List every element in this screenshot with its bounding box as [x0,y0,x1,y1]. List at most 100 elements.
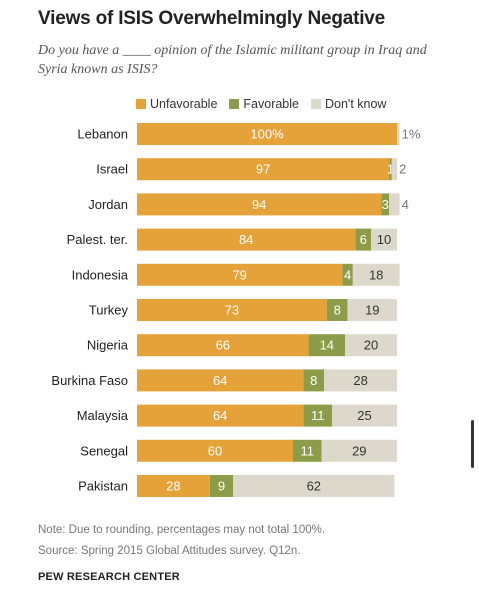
bar-row-nigeria: Nigeria 66 14 20 [87,334,397,357]
value-label-senegal-unfavorable: 60 [208,443,222,458]
footnote-source: Source: Spring 2015 Global Attitudes sur… [38,545,301,557]
chart-subtitle: Do you have a ____ opinion of the Islami… [38,43,427,77]
bar-malaysia-dont-know [332,404,397,427]
bar-lebanon-dont-know [397,123,400,145]
bar-pakistan-favorable [209,475,234,497]
category-label-palest-ter: Palest. ter. [67,232,128,247]
bar-palest-ter-favorable [355,228,371,251]
bar-nigeria-unfavorable [137,334,309,357]
bar-row-israel: Israel 97 1 2 [96,158,406,181]
value-label-malaysia-unfavorable: 64 [213,408,227,423]
bar-israel-unfavorable [137,158,390,181]
bar-israel-favorable [389,158,392,181]
value-label-indonesia-favorable: 4 [344,267,351,282]
bar-row-indonesia: Indonesia 79 4 18 [72,263,400,286]
bar-senegal-dont-know [321,439,397,462]
bar-burkina-faso-dont-know [324,369,397,392]
value-label-pakistan-unfavorable: 28 [166,479,180,494]
value-label-indonesia-dont-know: 18 [369,267,383,282]
bar-row-palest-ter: Palest. ter. 84 6 10 [67,228,397,251]
value-label-palest-ter-favorable: 6 [360,232,367,247]
value-label-jordan-unfavorable: 94 [252,197,266,212]
bar-jordan-unfavorable [137,193,382,216]
chart-title: Views of ISIS Overwhelmingly Negative [38,8,386,29]
bar-malaysia-unfavorable [137,404,304,427]
bar-jordan-dont-know [389,193,400,216]
value-label-nigeria-dont-know: 20 [364,338,378,353]
value-label-israel-unfavorable: 97 [256,162,270,177]
legend-label-dont-know: Don't know [325,97,387,111]
category-label-nigeria: Nigeria [87,338,129,353]
bar-row-turkey: Turkey 73 8 19 [89,299,397,321]
bar-row-malaysia: Malaysia 64 11 25 [77,404,397,427]
value-label-senegal-favorable: 11 [301,443,315,458]
bar-nigeria-dont-know [345,334,397,357]
value-label-lebanon-dont-know: 1% [402,127,421,142]
legend-swatch-dont-know [311,99,321,109]
legend-label-favorable: Favorable [243,97,299,111]
bar-burkina-faso-unfavorable [137,369,304,392]
category-label-jordan: Jordan [88,197,128,212]
category-label-malaysia: Malaysia [77,408,129,423]
value-label-jordan-dont-know: 4 [402,197,409,212]
footnote-rounding: Note: Due to rounding, percentages may n… [38,524,326,536]
value-label-pakistan-favorable: 9 [218,479,225,494]
bar-row-jordan: Jordan 94 3 4 [88,193,409,216]
legend-swatch-favorable [229,99,240,109]
legend-item-dont-know: Don't know [311,97,386,111]
legend-item-favorable: Favorable [229,97,299,111]
bar-nigeria-favorable [308,334,345,357]
bar-turkey-unfavorable [137,299,327,321]
bar-malaysia-favorable [303,404,332,427]
legend-label-unfavorable: Unfavorable [150,97,218,111]
bar-indonesia-favorable [342,263,353,286]
bar-pakistan-unfavorable [137,475,210,497]
bar-senegal-favorable [293,439,322,462]
bar-turkey-favorable [326,299,348,321]
value-label-palest-ter-dont-know: 10 [377,232,391,247]
value-label-burkina-faso-dont-know: 28 [353,373,367,388]
category-label-indonesia: Indonesia [72,267,129,282]
value-label-burkina-faso-unfavorable: 64 [213,373,227,388]
value-label-jordan-favorable: 3 [382,197,389,212]
bar-burkina-faso-favorable [303,369,325,392]
value-label-malaysia-favorable: 11 [311,408,325,423]
value-label-turkey-favorable: 8 [334,303,341,318]
bar-israel-dont-know [391,158,397,181]
value-label-turkey-dont-know: 19 [365,303,379,318]
value-label-senegal-dont-know: 29 [352,443,366,458]
bar-row-lebanon: Lebanon 100% 1% [77,123,421,145]
bar-senegal-unfavorable [137,439,293,462]
bar-turkey-dont-know [347,299,397,321]
value-label-burkina-faso-favorable: 8 [310,373,317,388]
credit-label: PEW RESEARCH CENTER [38,571,180,583]
bar-indonesia-dont-know [352,263,400,286]
bar-pakistan-dont-know [233,475,395,497]
category-label-lebanon: Lebanon [77,127,128,142]
value-label-malaysia-dont-know: 25 [357,408,371,423]
chart-legend: Unfavorable Favorable Don't know [136,97,386,111]
legend-swatch-unfavorable [136,99,146,109]
value-label-nigeria-unfavorable: 66 [216,338,230,353]
category-label-pakistan: Pakistan [78,479,128,494]
value-label-palest-ter-unfavorable: 84 [239,232,253,247]
bar-palest-ter-dont-know [371,228,397,251]
bar-row-pakistan: Pakistan 28 9 62 [78,475,395,497]
scrollbar-thumb[interactable] [471,420,474,468]
value-label-pakistan-dont-know: 62 [307,479,321,494]
bar-row-burkina-faso: Burkina Faso 64 8 28 [51,369,397,392]
value-label-lebanon-unfavorable: 100% [250,127,284,142]
value-label-israel-dont-know: 2 [399,162,406,177]
bar-row-senegal: Senegal 60 11 29 [80,439,397,462]
value-label-indonesia-unfavorable: 79 [232,267,246,282]
category-label-burkina-faso: Burkina Faso [51,373,128,388]
bar-indonesia-unfavorable [137,263,343,286]
value-label-turkey-unfavorable: 73 [225,303,239,318]
value-label-israel-favorable: 1 [387,162,394,177]
bar-lebanon-unfavorable [137,123,397,145]
value-label-nigeria-favorable: 14 [320,338,334,353]
category-label-israel: Israel [96,162,128,177]
bar-jordan-favorable [381,193,390,216]
legend-item-unfavorable: Unfavorable [136,97,217,111]
